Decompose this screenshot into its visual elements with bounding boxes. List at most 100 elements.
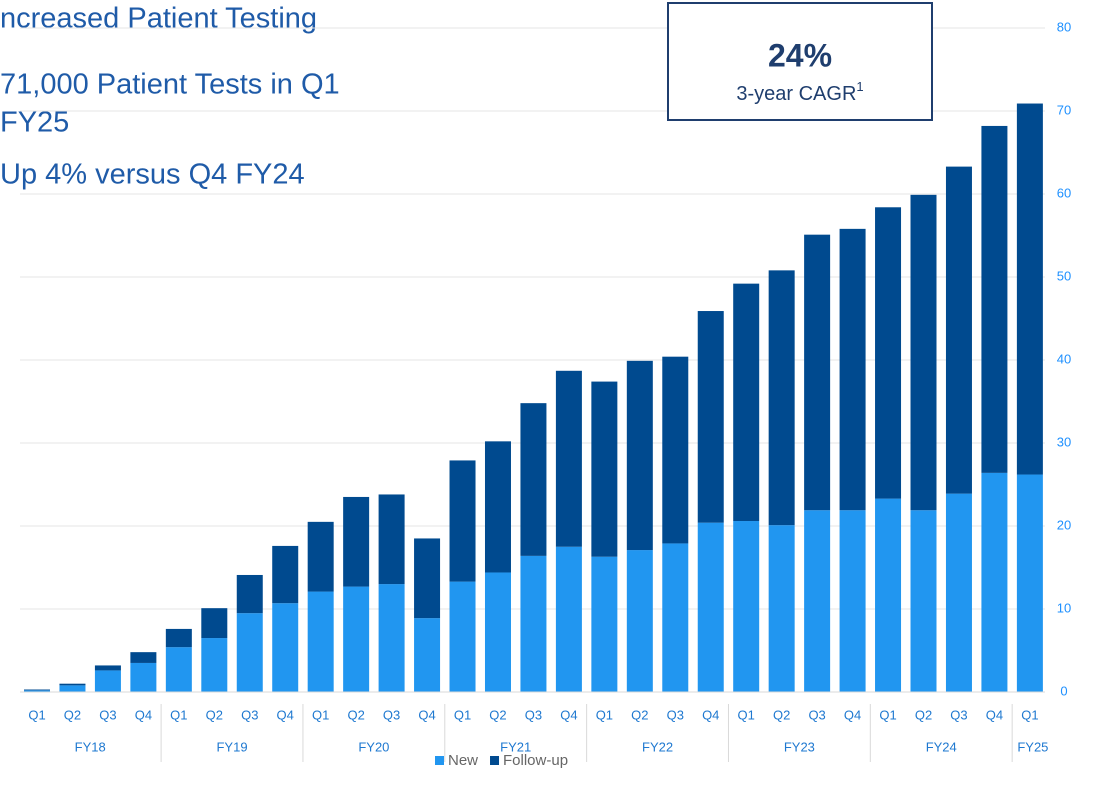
legend-swatch [435,756,444,765]
x-tick-label: Q3 [667,707,684,722]
y-tick-label: 70 [1057,102,1071,117]
bar-segment [307,591,334,692]
bar-segment [520,403,547,556]
bar-segment [1016,103,1043,475]
x-tick-label: Q4 [277,707,294,722]
bar-segment [343,496,370,587]
x-tick-label: Q3 [383,707,400,722]
x-tick-label: Q1 [170,707,187,722]
bar-segment [697,311,724,523]
bar-segment [130,652,157,663]
x-tick-label: Q4 [418,707,435,722]
x-tick-label: Q2 [206,707,223,722]
x-tick-label: Q2 [773,707,790,722]
group-label: FY25 [1017,739,1048,754]
x-tick-label: Q1 [28,707,45,722]
bar-segment [945,166,972,494]
bar-segment [839,228,866,511]
bar-segment [94,670,121,692]
y-tick-label: 10 [1057,600,1071,615]
callout-label-text: 3-year CAGR [736,83,856,105]
bar-segment [272,603,299,692]
y-tick-label: 20 [1057,517,1071,532]
bar-segment [555,370,582,547]
group-label: FY21 [500,739,531,754]
group-label: FY18 [75,739,106,754]
x-tick-label: Q3 [241,707,258,722]
bar-segment [945,493,972,692]
bar-segment [555,546,582,692]
headline-line: Up 4% versus Q4 FY24 [0,159,305,191]
bar-segment [591,556,618,692]
bar-segment [378,584,405,692]
x-tick-label: Q1 [596,707,613,722]
group-label: FY20 [358,739,389,754]
bar-segment [449,581,476,692]
bar-segment [697,522,724,692]
y-tick-label: 80 [1057,19,1071,34]
x-tick-label: Q4 [844,707,861,722]
x-tick-label: Q4 [560,707,577,722]
callout-box [667,2,933,121]
x-tick-label: Q3 [525,707,542,722]
bar-segment [910,510,937,692]
bar-segment [768,525,795,692]
bar-segment [484,572,511,692]
bar-segment [236,574,263,614]
x-tick-label: Q3 [808,707,825,722]
headline: ncreased Patient Testing 71,000 Patient … [0,3,340,191]
x-tick-label: Q3 [950,707,967,722]
x-tick-label: Q2 [915,707,932,722]
headline-line: FY25 [0,107,69,139]
bar-segment [626,360,653,551]
bar-segment [414,538,441,619]
x-tick-label: Q1 [312,707,329,722]
y-tick-label: 50 [1057,268,1071,283]
headline-line: ncreased Patient Testing [0,3,317,35]
x-tick-label: Q3 [99,707,116,722]
bar-segment [24,690,50,692]
bar-segment [59,685,86,692]
bar-segment [875,498,902,692]
bar-segment [236,613,263,692]
group-label: FY22 [642,739,673,754]
bar-segment [272,545,299,604]
bar-segment [768,270,795,526]
bar-segment [484,441,511,573]
bar-segment [307,521,334,592]
bar-segment [94,665,121,671]
x-tick-label: Q1 [454,707,471,722]
x-tick-label: Q1 [738,707,755,722]
bar-segment [733,283,760,522]
bar-segment [875,207,902,499]
bar-segment [1016,474,1043,692]
legend-swatch [490,756,500,765]
x-tick-label: Q4 [702,707,719,722]
bar-segment [130,662,157,692]
callout-value: 24% [768,37,832,73]
bar-segment [839,510,866,692]
legend-label: New [448,752,478,769]
x-tick-label: Q4 [986,707,1003,722]
group-label: FY19 [216,739,247,754]
legend-label: Follow-up [503,752,568,769]
x-tick-label: Q2 [347,707,364,722]
x-tick-label: Q2 [489,707,506,722]
x-tick-label: Q1 [1021,707,1038,722]
x-tick-label: Q4 [135,707,152,722]
bar-segment [414,618,441,692]
bar-segment [626,550,653,692]
bar-segment [520,555,547,692]
y-tick-label: 30 [1057,434,1071,449]
x-tick-label: Q1 [879,707,896,722]
bar-segment [981,125,1008,473]
bar-segment [378,494,405,585]
callout-footnote: 1 [856,79,863,94]
bar-segment [343,586,370,692]
bar-segment [201,638,228,692]
bar-segment [981,472,1008,692]
bar-segment [591,381,618,557]
bar-segment [165,628,192,648]
x-tick-label: Q2 [64,707,81,722]
bar-segment [662,543,689,692]
